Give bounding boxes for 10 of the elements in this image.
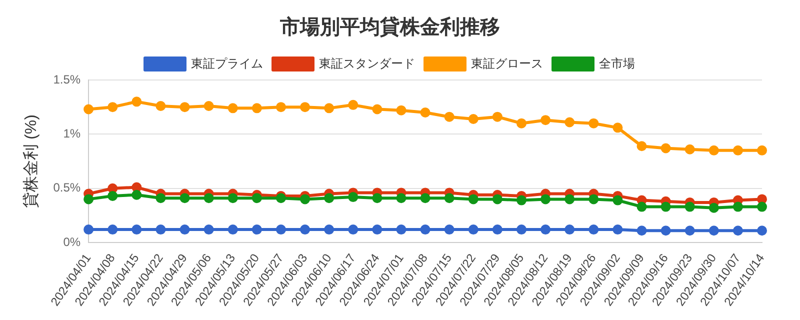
legend-label: 全市場 bbox=[599, 56, 635, 70]
legend-label: 東証スタンダード bbox=[319, 56, 415, 70]
y-tick-label: 1% bbox=[63, 126, 81, 140]
legend-label: 東証グロース bbox=[471, 56, 543, 70]
legend-label: 東証プライム bbox=[191, 56, 263, 70]
y-tick-label: 1.5% bbox=[53, 72, 81, 86]
y-tick-label: 0.5% bbox=[53, 180, 81, 195]
chart-title: 市場別平均貸株金利推移 bbox=[279, 16, 500, 39]
y-axis-title: 貸株金利 (%) bbox=[22, 114, 40, 208]
y-tick-label: 0% bbox=[63, 234, 81, 249]
